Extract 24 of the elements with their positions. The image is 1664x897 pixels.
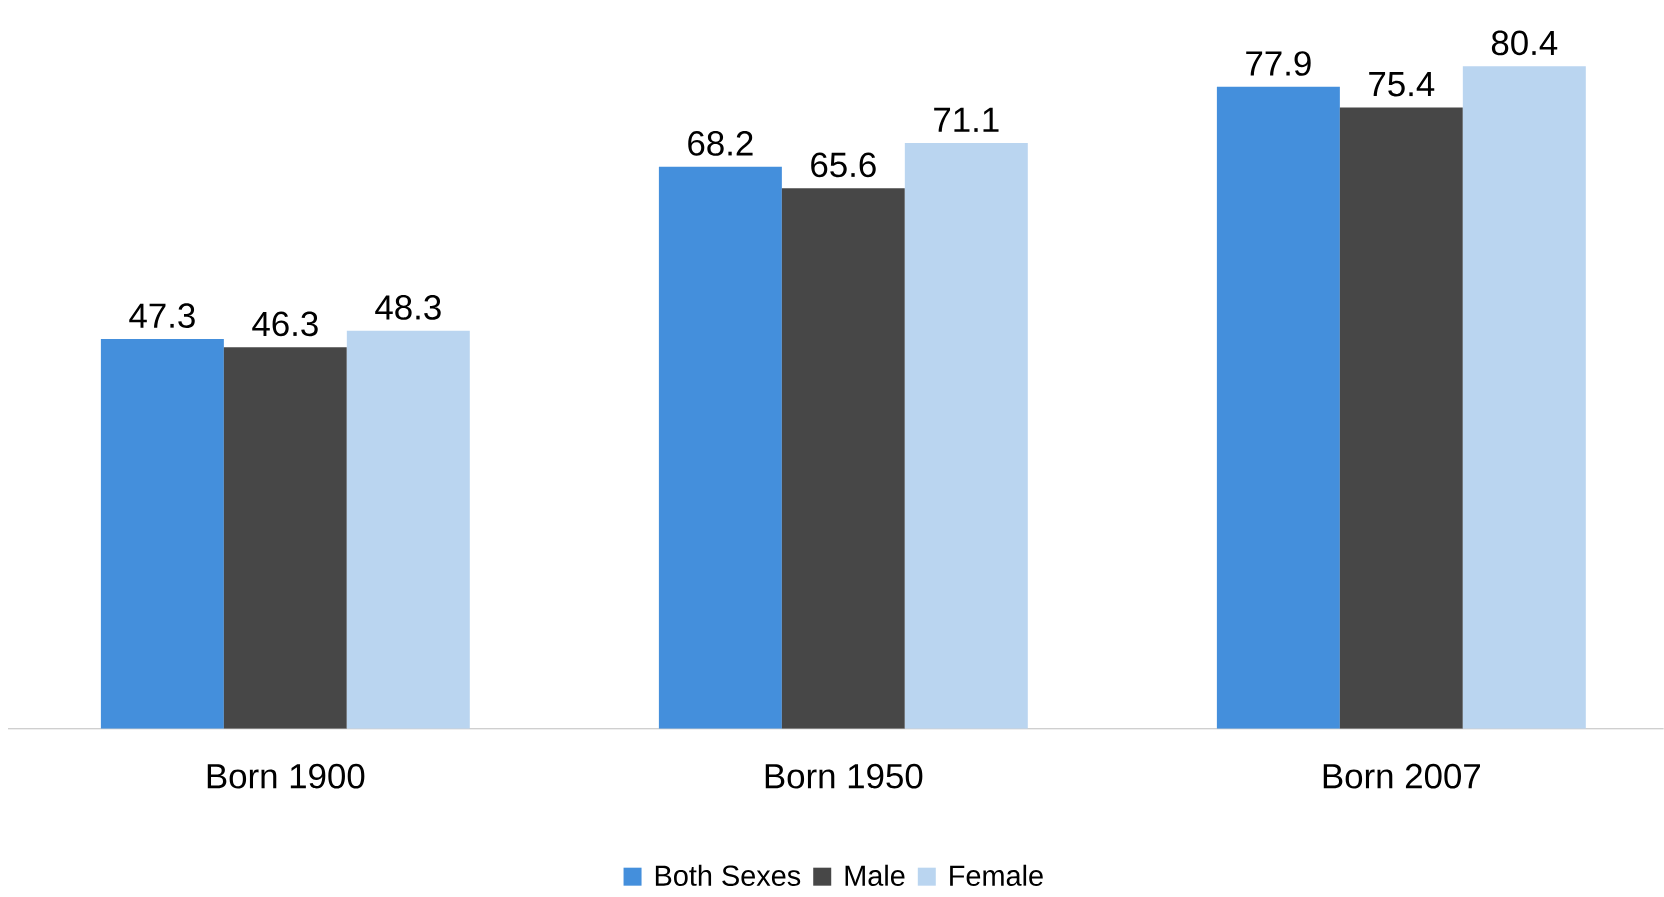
bar: [1216, 87, 1340, 729]
bar: [223, 347, 347, 729]
data-label: 47.3: [129, 303, 195, 329]
data-label: 46.3: [252, 311, 318, 337]
bar: [346, 330, 470, 729]
data-label: 77.9: [1246, 51, 1311, 77]
data-label: 48.3: [375, 295, 441, 320]
data-label: 65.6: [811, 152, 876, 178]
x-tick-label: Born 2007: [1323, 764, 1480, 789]
legend-label: Male: [845, 864, 905, 887]
bar: [904, 143, 1028, 729]
data-label: 71.1: [934, 108, 999, 133]
bar: [1462, 66, 1586, 729]
data-label: 80.4: [1491, 30, 1558, 56]
x-tick-label: Born 1950: [765, 764, 923, 789]
bar: [781, 188, 905, 729]
bar: [100, 339, 224, 729]
legend-label: Female: [950, 864, 1043, 887]
bar: [1339, 107, 1463, 729]
data-label: 68.2: [688, 131, 753, 156]
bar: [658, 166, 782, 729]
data-label: 75.4: [1369, 72, 1435, 97]
legend-label: Both Sexes: [655, 864, 801, 887]
x-tick-label: Born 1900: [207, 764, 365, 789]
